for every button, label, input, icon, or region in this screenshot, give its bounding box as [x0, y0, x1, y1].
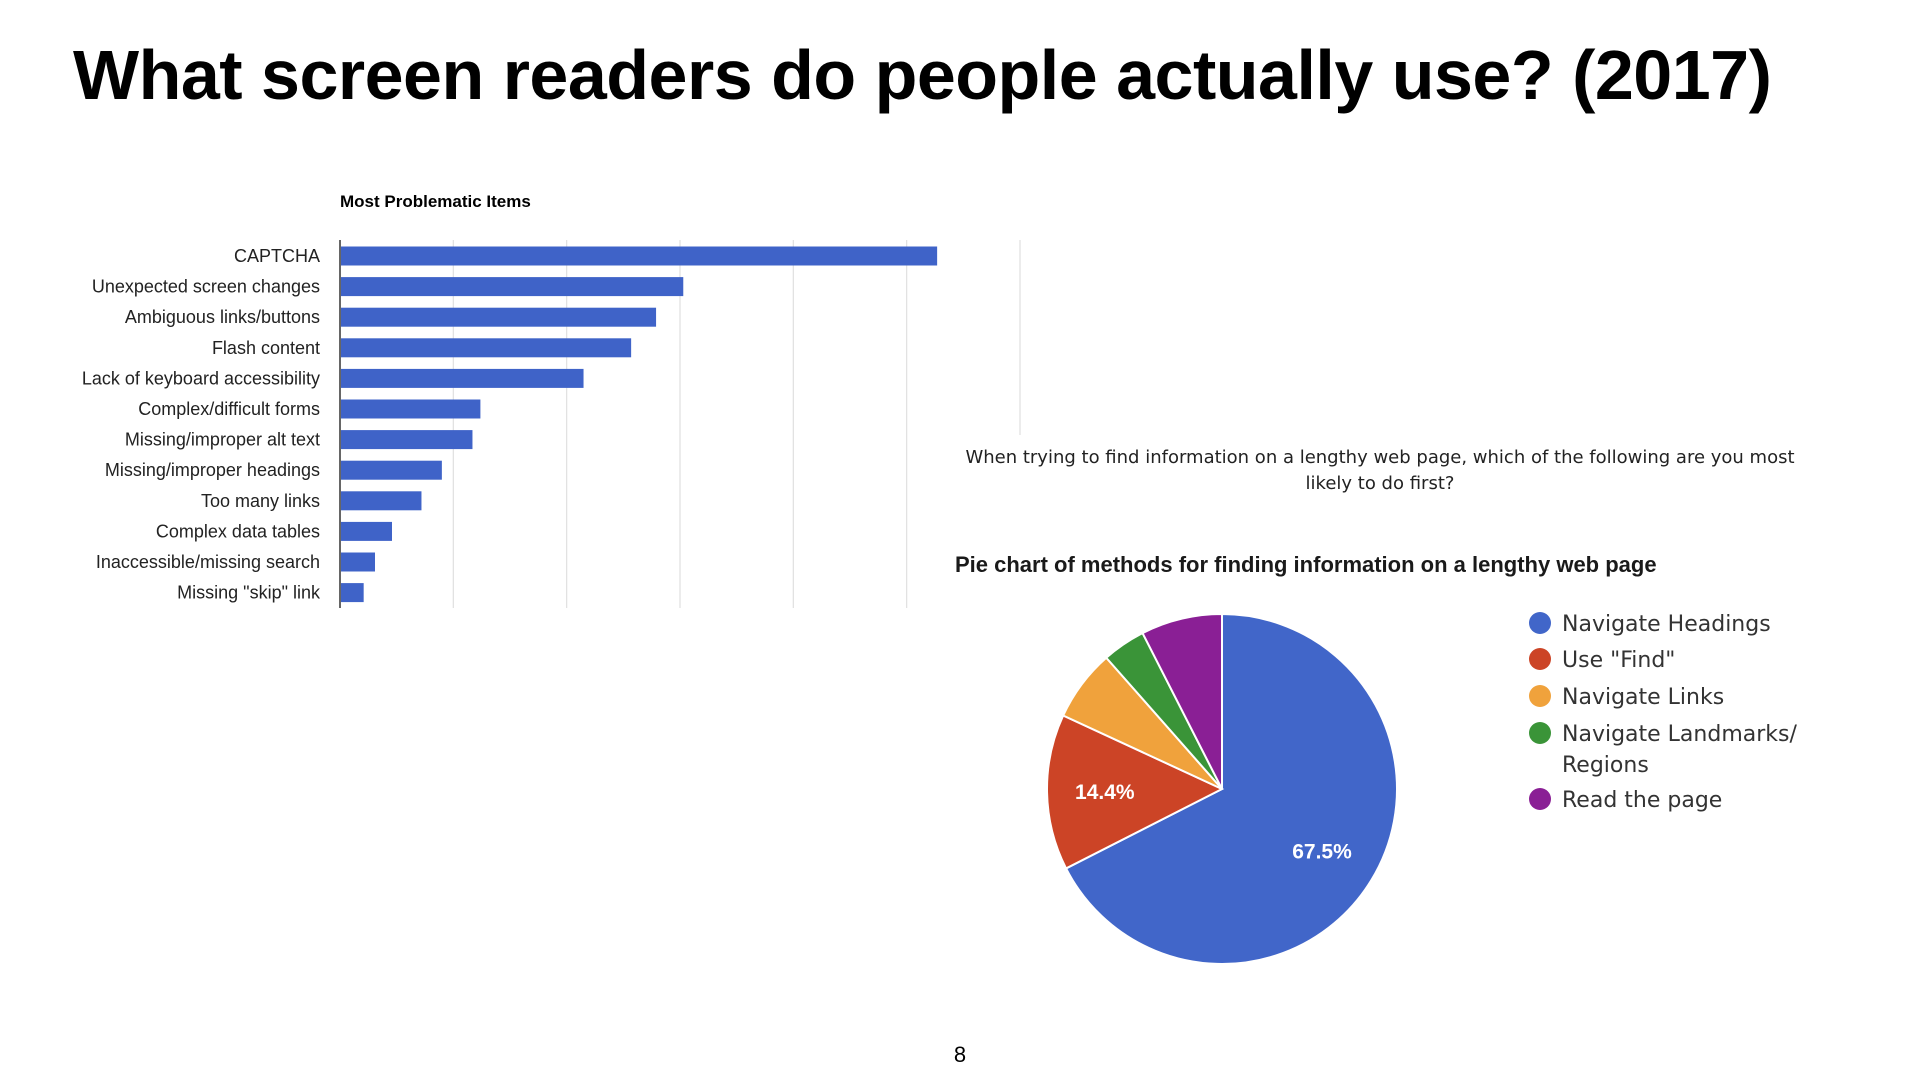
pie-question: When trying to find information on a len…: [965, 447, 1795, 494]
legend-marker: [1529, 722, 1551, 744]
legend-label: Use "Find": [1562, 648, 1675, 673]
bar: [341, 338, 632, 358]
bar-category-label: Missing/improper headings: [105, 460, 320, 480]
pie-slice: [1046, 714, 1225, 870]
legend-marker: [1529, 685, 1551, 707]
legend-label: Navigate Links: [1562, 685, 1724, 710]
bar: [341, 246, 938, 266]
page-number: 8: [953, 1042, 967, 1067]
legend-label: Navigate Headings: [1562, 612, 1771, 637]
bar-category-label: Missing "skip" link: [177, 583, 321, 603]
bar: [341, 491, 422, 511]
bar: [341, 552, 375, 572]
bar-chart-title: Most Problematic Items: [340, 192, 531, 211]
legend-marker: [1529, 648, 1551, 670]
bar-category-label: Inaccessible/missing search: [96, 552, 320, 572]
bar-category-label: Ambiguous links/buttons: [125, 307, 320, 327]
bar: [341, 277, 684, 297]
bar-chart-most-problematic-items: Most Problematic Items CAPTCHA Unexpected …: [82, 192, 1021, 608]
pie-slice: [1104, 631, 1223, 790]
pie-chart-title: Pie chart of methods for finding informa…: [955, 552, 1657, 577]
bar: [341, 521, 392, 541]
bar: [341, 430, 473, 450]
pie-slice: [1064, 612, 1398, 965]
bar-category-label: Complex data tables: [156, 521, 320, 541]
legend-marker: [1529, 612, 1551, 634]
bar-category-label: CAPTCHA: [234, 246, 320, 266]
slide-title: What screen readers do people actually u…: [73, 36, 1772, 114]
legend-label: Navigate Landmarks/: [1562, 722, 1797, 747]
bar-category-label: Flash content: [212, 338, 320, 358]
pie-slice-label: 67.5%: [1292, 840, 1352, 863]
bar: [341, 368, 584, 388]
bar-category-label: Lack of keyboard accessibility: [82, 368, 320, 388]
legend-marker: [1529, 788, 1551, 810]
legend-label: Read the page: [1562, 788, 1722, 813]
bar: [341, 399, 481, 419]
bar: [341, 307, 657, 327]
bar-category-label: Unexpected screen changes: [92, 277, 320, 297]
bar-category-label: Missing/improper alt text: [125, 430, 320, 450]
bar-category-label: Too many links: [201, 491, 320, 511]
bar: [341, 583, 364, 603]
pie-slice: [1141, 612, 1223, 790]
bar: [341, 460, 442, 480]
pie-slice: [1061, 656, 1223, 790]
pie-slice-label: 14.4%: [1075, 781, 1135, 804]
bar-category-label: Complex/difficult forms: [138, 399, 320, 419]
legend-label-continued: Regions: [1562, 753, 1649, 778]
